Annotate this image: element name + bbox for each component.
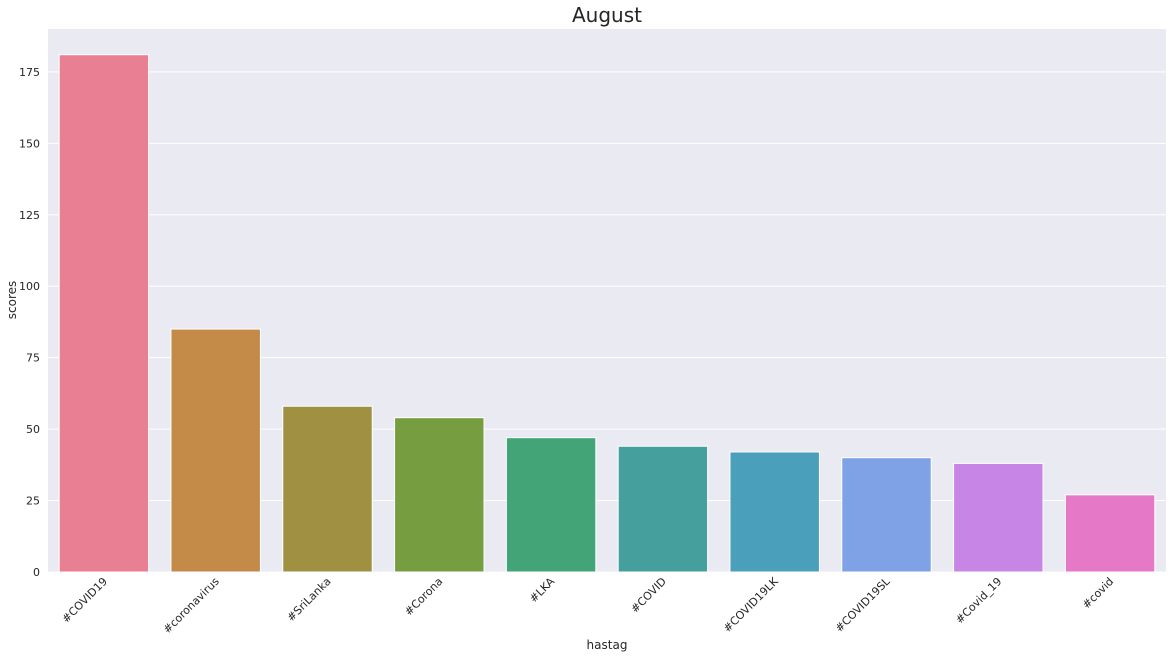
bar-6 <box>617 445 709 573</box>
x-tick-label: #COVID19SL <box>833 574 894 635</box>
y-axis-label: scores <box>5 281 19 320</box>
bars <box>58 54 1156 573</box>
x-tick-label: #Covid_19 <box>953 575 1004 626</box>
y-tick-label: 125 <box>19 209 40 222</box>
y-tick-label: 150 <box>19 137 40 150</box>
bar-1 <box>58 54 150 573</box>
bar-7 <box>729 451 820 573</box>
x-tick-label: #COVID <box>628 575 669 616</box>
y-tick-label: 50 <box>26 423 40 436</box>
x-tick-label: #COVID19LK <box>721 574 782 635</box>
bar-4 <box>394 417 485 573</box>
bar-3 <box>282 405 373 573</box>
y-tick-labels: 0 25 50 75 100 125 150 175 <box>19 66 40 579</box>
x-tick-label: #COVID19 <box>59 575 110 626</box>
y-tick-label: 175 <box>19 66 40 79</box>
bar-8 <box>841 457 932 573</box>
bar-5 <box>505 437 597 573</box>
x-tick-label: #covid <box>1080 575 1116 611</box>
y-tick-label: 25 <box>26 495 40 508</box>
y-tick-label: 0 <box>33 566 40 579</box>
chart-title: August <box>572 3 642 27</box>
bar-10 <box>1064 494 1156 573</box>
x-tick-label: #LKA <box>527 575 558 606</box>
bar-9 <box>953 462 1044 573</box>
y-tick-label: 100 <box>19 280 40 293</box>
x-tick-label: #Corona <box>402 575 445 618</box>
bar-2 <box>170 328 261 573</box>
x-axis-label: hastag <box>587 638 628 652</box>
x-tick-label: #SriLanka <box>284 575 333 624</box>
y-tick-label: 75 <box>26 352 40 365</box>
x-tick-labels: #COVID19 #coronavirus #SriLanka #Corona #LKA… <box>59 574 1116 636</box>
x-tick-label: #coronavirus <box>161 575 222 636</box>
